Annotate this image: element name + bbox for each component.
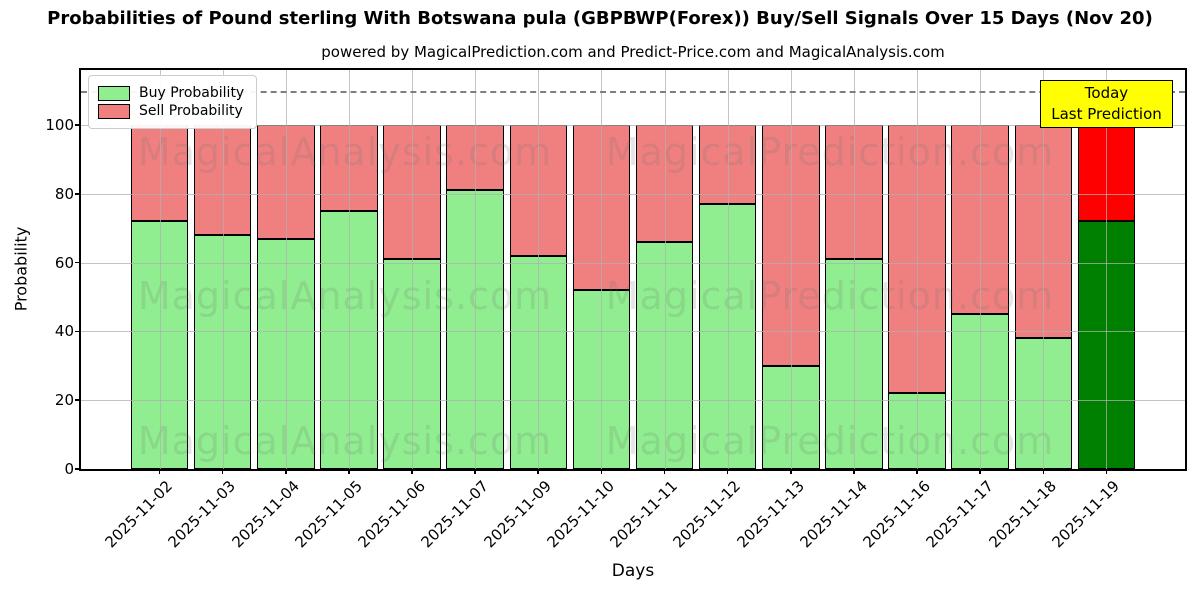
v-gridline bbox=[159, 70, 161, 469]
x-tick-label: 2025-11-07 bbox=[417, 477, 492, 552]
today-annotation: Today Last Prediction bbox=[1040, 80, 1173, 128]
y-tick-label: 80 bbox=[54, 184, 74, 203]
x-tick-mark bbox=[348, 469, 350, 474]
x-tick-mark bbox=[600, 469, 603, 474]
watermark-text: MagicalAnalysis.com bbox=[137, 130, 553, 174]
x-tick-mark bbox=[474, 469, 476, 474]
watermark-text: MagicalPrediction.com bbox=[605, 130, 1055, 174]
x-tick-mark bbox=[979, 469, 981, 474]
v-gridline bbox=[285, 70, 287, 469]
x-tick-label: 2025-11-05 bbox=[291, 477, 366, 552]
x-tick-label: 2025-11-10 bbox=[543, 477, 619, 552]
buy-swatch-icon bbox=[98, 85, 130, 101]
legend-sell-label: Sell Probability bbox=[139, 103, 243, 119]
x-tick-mark bbox=[221, 469, 224, 474]
x-tick-label: 2025-11-03 bbox=[164, 477, 240, 552]
v-gridline bbox=[853, 70, 855, 469]
v-gridline bbox=[538, 70, 540, 469]
x-tick-label: 2025-11-17 bbox=[922, 477, 997, 552]
x-tick-label: 2025-11-02 bbox=[101, 477, 177, 552]
x-tick-mark bbox=[663, 469, 666, 474]
y-axis-label: Probability bbox=[11, 226, 31, 312]
y-tick-label: 40 bbox=[54, 322, 74, 341]
v-gridline bbox=[475, 70, 477, 469]
today-annotation-line1: Today bbox=[1084, 84, 1129, 102]
h-gridline bbox=[81, 125, 1185, 127]
x-tick-mark bbox=[1042, 469, 1045, 474]
y-tick-mark bbox=[75, 468, 81, 470]
h-gridline bbox=[81, 193, 1185, 195]
watermark-text: MagicalAnalysis.com bbox=[137, 274, 553, 318]
watermark-text: MagicalPrediction.com bbox=[605, 274, 1055, 318]
y-tick-mark bbox=[75, 124, 81, 126]
x-tick-mark bbox=[284, 469, 287, 474]
y-tick-mark bbox=[75, 330, 81, 333]
h-gridline bbox=[81, 262, 1185, 264]
y-tick-label: 60 bbox=[54, 253, 74, 272]
x-tick-label: 2025-11-12 bbox=[670, 477, 745, 552]
plot-area: Buy Probability Sell Probability Today L… bbox=[81, 70, 1185, 469]
y-tick-mark bbox=[75, 261, 81, 264]
x-tick-label: 2025-11-09 bbox=[480, 477, 556, 552]
v-gridline bbox=[412, 70, 414, 469]
v-gridline bbox=[601, 70, 603, 469]
x-tick-label: 2025-11-04 bbox=[228, 477, 303, 552]
x-tick-label: 2025-11-16 bbox=[859, 477, 934, 552]
x-tick-mark bbox=[158, 469, 161, 474]
y-tick-label: 20 bbox=[54, 391, 74, 410]
v-gridline bbox=[1106, 70, 1108, 469]
legend: Buy Probability Sell Probability bbox=[88, 75, 258, 129]
x-tick-mark bbox=[853, 469, 855, 474]
x-tick-label: 2025-11-19 bbox=[1048, 477, 1124, 552]
x-tick-mark bbox=[790, 469, 792, 474]
dashed-threshold-line bbox=[81, 90, 1185, 93]
x-axis-label: Days bbox=[611, 561, 655, 581]
y-tick-label: 100 bbox=[45, 116, 74, 135]
legend-entry-buy: Buy Probability bbox=[98, 85, 244, 101]
v-gridline bbox=[1043, 70, 1045, 469]
x-tick-label: 2025-11-14 bbox=[796, 477, 871, 552]
x-tick-label: 2025-11-13 bbox=[733, 477, 808, 552]
chart-subtitle: powered by MagicalPrediction.com and Pre… bbox=[321, 43, 945, 61]
y-tick-mark bbox=[75, 399, 81, 401]
v-gridline bbox=[348, 70, 350, 469]
y-tick-label: 0 bbox=[64, 460, 74, 478]
watermark-text: MagicalPrediction.com bbox=[605, 419, 1055, 463]
sell-swatch-icon bbox=[98, 103, 130, 119]
v-gridline bbox=[790, 70, 792, 469]
v-gridline bbox=[664, 70, 666, 469]
v-gridline bbox=[727, 70, 729, 469]
x-tick-mark bbox=[537, 469, 540, 474]
y-axis-tick-labels: 0 20 40 60 80 100 bbox=[0, 70, 74, 478]
v-gridline bbox=[980, 70, 982, 469]
v-gridline bbox=[917, 70, 919, 469]
chart-title: Probabilities of Pound sterling With Bot… bbox=[47, 8, 1153, 29]
x-tick-mark bbox=[916, 469, 918, 474]
legend-entry-sell: Sell Probability bbox=[98, 103, 244, 119]
x-tick-label: 2025-11-18 bbox=[985, 477, 1061, 552]
x-tick-mark bbox=[1105, 469, 1108, 474]
today-annotation-line2: Last Prediction bbox=[1051, 105, 1162, 123]
y-tick-mark bbox=[75, 193, 81, 195]
v-gridline bbox=[222, 70, 224, 469]
x-tick-label: 2025-11-06 bbox=[354, 477, 429, 552]
h-gridline bbox=[81, 400, 1185, 402]
h-gridline bbox=[81, 331, 1185, 333]
x-tick-mark bbox=[411, 469, 413, 474]
watermark-text: MagicalAnalysis.com bbox=[137, 419, 553, 463]
legend-buy-label: Buy Probability bbox=[139, 85, 245, 101]
x-tick-mark bbox=[726, 469, 729, 474]
